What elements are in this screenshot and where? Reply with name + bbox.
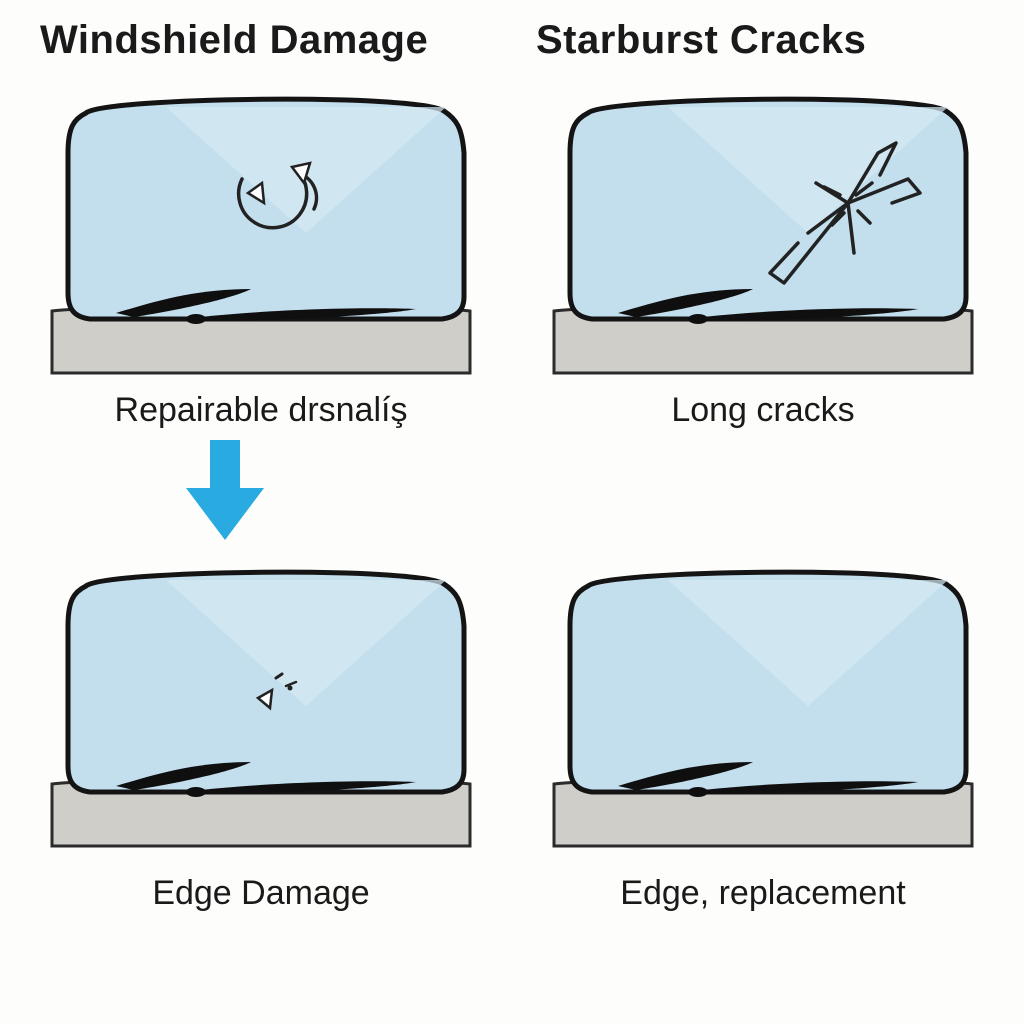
down-arrow-icon [180, 436, 270, 546]
caption-edge-replacement: Edge, replacement [620, 874, 905, 913]
windshield-starburst-svg [548, 83, 978, 383]
panel-edge-damage: Edge Damage [30, 546, 492, 999]
caption-long-cracks: Long cracks [671, 391, 854, 430]
panel-starburst: Long cracks [532, 83, 994, 536]
panel-edge-replacement: Edge, replacement [532, 546, 994, 999]
heading-left: Windshield Damage [40, 18, 488, 63]
windshield-edge-damage-svg [46, 546, 476, 866]
diagram-grid: Repairable drsnalíş [0, 63, 1024, 999]
windshield-replacement-svg [548, 546, 978, 866]
caption-edge-damage: Edge Damage [152, 874, 369, 913]
heading-right: Starburst Cracks [488, 18, 984, 63]
windshield-repairable-svg [46, 83, 476, 383]
caption-repairable: Repairable drsnalíş [115, 391, 408, 430]
panel-repairable: Repairable drsnalíş [30, 83, 492, 536]
